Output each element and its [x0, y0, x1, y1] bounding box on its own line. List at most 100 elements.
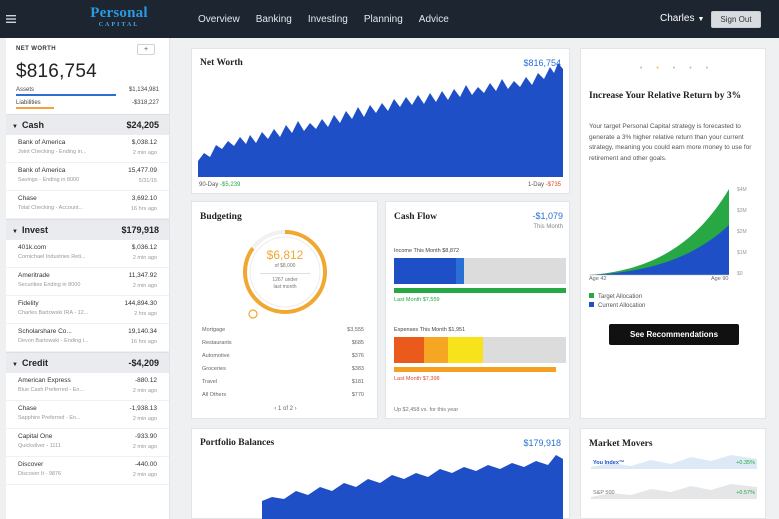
account-subtitle: Blue Cash Preferred - En...	[18, 387, 85, 393]
legend-target-swatch	[589, 293, 594, 298]
account-row[interactable]: 401k.com Cornichael Industries Reti... $,0…	[6, 240, 169, 268]
sign-out-button[interactable]: Sign Out	[711, 11, 761, 28]
account-name: Discover	[18, 461, 44, 468]
ninety-day-value: -$5,239	[220, 182, 241, 188]
budget-category-row[interactable]: Automotive $376	[202, 353, 364, 359]
legend-current-swatch	[589, 302, 594, 307]
sidebar-toggle-button[interactable]: +	[137, 44, 155, 55]
budget-category-row[interactable]: Groceries $383	[202, 366, 364, 372]
account-row[interactable]: Chase Total Checking - Account... 3,692.10…	[6, 191, 169, 219]
portfolio-area-chart[interactable]	[192, 429, 569, 519]
carousel-dots[interactable]: •••••	[581, 65, 767, 72]
chevron-left-icon[interactable]: ‹	[274, 406, 277, 412]
budgeting-title: Budgeting	[200, 212, 242, 222]
income-bar-track[interactable]	[394, 258, 566, 284]
budget-category-row[interactable]: Travel $181	[202, 379, 364, 385]
account-updated: 16 hrs ago	[131, 339, 157, 345]
account-group-header[interactable]: ▼ Credit -$4,209	[6, 352, 169, 373]
account-group-name: Credit	[21, 358, 48, 368]
chevron-down-icon: ▼	[12, 362, 18, 368]
account-balance: 11,347.92	[128, 272, 157, 279]
legend-current-label: Current Allocation	[598, 303, 646, 309]
account-name: Bank of America	[18, 139, 66, 146]
account-updated: 5/31/15	[138, 178, 157, 184]
account-name: 401k.com	[18, 244, 47, 251]
market-movers-title: Market Movers	[589, 439, 653, 449]
one-day-value: -$735	[545, 182, 561, 188]
account-balance: 19,140.34	[128, 328, 157, 335]
carousel-dot[interactable]: •	[705, 65, 723, 72]
account-balance: $,038.12	[131, 139, 157, 146]
account-group-total: $24,205	[126, 120, 159, 130]
budget-gauge[interactable]	[192, 224, 379, 334]
market-sparklines	[591, 455, 757, 499]
carousel-dot[interactable]: •	[672, 65, 690, 72]
y-tick-0: $0	[737, 271, 743, 277]
account-row[interactable]: Bank of America Joint Checking - Ending i…	[6, 135, 169, 163]
budget-category-row[interactable]: Restaurants $685	[202, 340, 364, 346]
account-row[interactable]: Discover Discover It - 9876 -440.00 2 min a…	[6, 457, 169, 485]
market-item-you-index-change: +0.35%	[736, 460, 755, 466]
net-worth-summary: NET WORTH + $816,754 Assets $1,134,981 Li…	[6, 38, 169, 114]
carousel-dot[interactable]: •	[639, 65, 657, 72]
expense-bar-track[interactable]	[394, 337, 566, 363]
account-name: Ameritrade	[18, 272, 50, 279]
account-row[interactable]: American Express Blue Cash Preferred - En…	[6, 373, 169, 401]
nav-advice[interactable]: Advice	[418, 13, 449, 25]
user-menu[interactable]: Charles ▼	[660, 13, 704, 24]
cash-flow-card: Cash Flow -$1,079 This Month Income This…	[385, 201, 570, 419]
see-recommendations-button[interactable]: See Recommendations	[609, 324, 739, 345]
nav-investing[interactable]: Investing	[307, 13, 348, 25]
net-worth-card-title: Net Worth	[200, 58, 243, 68]
nav-planning[interactable]: Planning	[363, 13, 403, 25]
account-row[interactable]: Ameritrade Securities Ending in 8000 11,34…	[6, 268, 169, 296]
account-row[interactable]: Chase Sapphire Preferred - En... -1,938.13…	[6, 401, 169, 429]
account-name: Chase	[18, 405, 37, 412]
budget-category-value: $376	[351, 353, 364, 359]
budget-category-row[interactable]: All Others $770	[202, 392, 364, 398]
liabilities-value: -$318,227	[131, 100, 159, 106]
chevron-right-icon[interactable]: ›	[294, 406, 297, 412]
advice-card: ••••• Increase Your Relative Return by 3…	[580, 48, 766, 419]
allocation-projection-chart[interactable]: $4M $3M $2M $1M $0	[581, 183, 767, 293]
nav-overview[interactable]: Overview	[198, 13, 240, 25]
account-group-header[interactable]: ▼ Cash $24,205	[6, 114, 169, 135]
market-item-sp500-change: +0.57%	[736, 490, 755, 496]
hamburger-menu-icon[interactable]	[6, 14, 16, 24]
budget-amount: $6,812	[266, 248, 304, 262]
liabilities-row[interactable]: Liabilities -$318,227	[16, 100, 159, 106]
budget-category-label: Mortgage	[202, 327, 226, 333]
carousel-dot[interactable]: •	[656, 65, 673, 72]
brand-logo[interactable]: Personal CAPITAL	[90, 5, 148, 29]
account-updated: 16 hrs ago	[131, 206, 157, 212]
portfolio-balances-card: Portfolio Balances $179,918	[191, 428, 570, 519]
account-group-title: ▼ Credit	[12, 358, 48, 368]
market-item-you-index[interactable]: You Index™	[593, 460, 625, 466]
account-name: Capital One	[18, 433, 53, 440]
account-name: Chase	[18, 195, 37, 202]
net-worth-value: $816,754	[16, 61, 97, 82]
account-row[interactable]: Scholarshare Co... Devon Bartowski - Endi…	[6, 324, 169, 352]
account-row[interactable]: Fidelity Charles Bartowski IRA - 12... 144…	[6, 296, 169, 324]
chevron-down-icon: ▼	[12, 229, 18, 235]
expense-bar-food	[424, 337, 448, 363]
net-worth-area-chart[interactable]	[192, 49, 569, 179]
account-balance: 144,894.30	[124, 300, 157, 307]
budget-category-row[interactable]: Mortgage $3,555	[202, 327, 364, 333]
account-subtitle: Cornichael Industries Reti...	[18, 254, 86, 260]
account-name: Scholarshare Co...	[18, 328, 72, 335]
account-row[interactable]: Bank of America Savings - Ending in 8000 1…	[6, 163, 169, 191]
nav-banking[interactable]: Banking	[255, 13, 292, 25]
account-row[interactable]: Capital One Quicksilver - 1111 -933.90 2 mi…	[6, 429, 169, 457]
chevron-down-icon: ▼	[12, 124, 18, 130]
portfolio-value: $179,918	[523, 438, 561, 448]
budget-category-label: Restaurants	[202, 340, 232, 346]
budget-category-label: Automotive	[202, 353, 230, 359]
account-group-header[interactable]: ▼ Invest $179,918	[6, 219, 169, 240]
market-item-sp500[interactable]: S&P 500	[593, 490, 615, 496]
assets-row[interactable]: Assets $1,134,981	[16, 87, 159, 93]
expense-last-month: Last Month $7,398	[394, 376, 440, 382]
carousel-dot[interactable]: •	[689, 65, 706, 72]
account-updated: 2 min ago	[132, 472, 157, 478]
assets-value: $1,134,981	[128, 87, 159, 93]
